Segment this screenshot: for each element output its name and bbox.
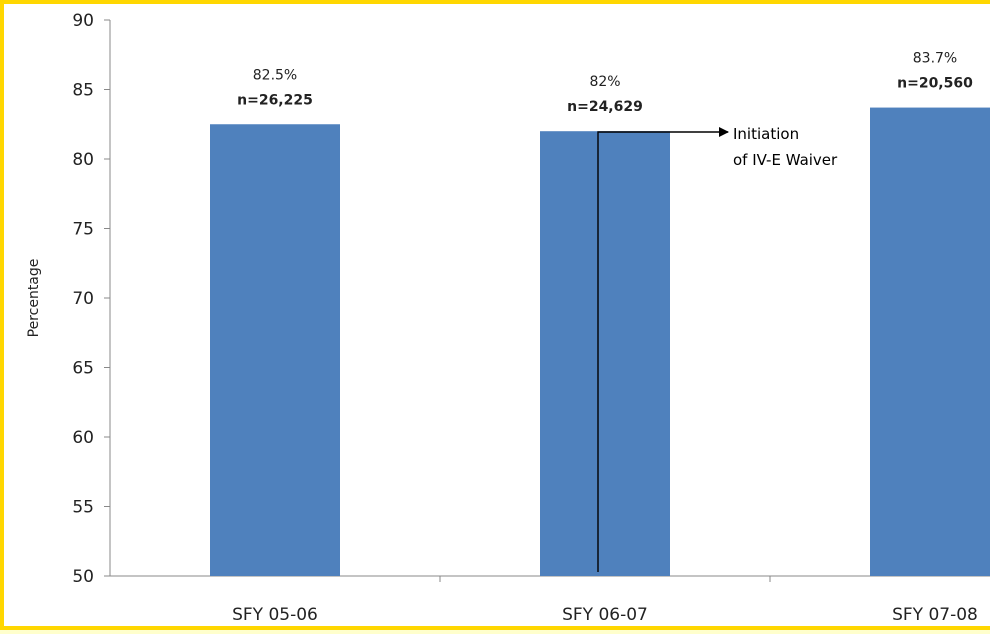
x-tick-label: SFY 05-06 bbox=[232, 605, 318, 625]
bar bbox=[870, 107, 990, 576]
data-label-n: n=24,629 bbox=[567, 99, 643, 115]
y-tick-label: 60 bbox=[72, 428, 94, 448]
data-label-n: n=20,560 bbox=[897, 76, 973, 92]
bar bbox=[210, 124, 340, 576]
y-axis-title: Percentage bbox=[26, 259, 42, 338]
y-tick-label: 85 bbox=[72, 81, 94, 101]
annotation-line-2: of IV-E Waiver bbox=[733, 151, 838, 169]
x-tick-label: SFY 06-07 bbox=[562, 605, 648, 625]
plot-area bbox=[4, 4, 990, 626]
y-tick-label: 50 bbox=[72, 567, 94, 587]
data-label-n: n=26,225 bbox=[237, 92, 313, 108]
annotation-line-1: Initiation bbox=[733, 125, 799, 143]
y-tick-label: 70 bbox=[72, 289, 94, 309]
y-tick-label: 65 bbox=[72, 359, 94, 379]
data-label-percent: 83.7% bbox=[913, 51, 957, 67]
y-tick-label: 75 bbox=[72, 220, 94, 240]
annotation-arrow bbox=[597, 127, 729, 572]
y-tick-label: 80 bbox=[72, 150, 94, 170]
y-tick-label: 90 bbox=[72, 11, 94, 31]
bar bbox=[540, 131, 670, 576]
x-tick-label: SFY 07-08 bbox=[892, 605, 978, 625]
data-label-percent: 82.5% bbox=[253, 67, 297, 83]
data-label-percent: 82% bbox=[589, 74, 620, 90]
y-tick-label: 55 bbox=[72, 498, 94, 518]
